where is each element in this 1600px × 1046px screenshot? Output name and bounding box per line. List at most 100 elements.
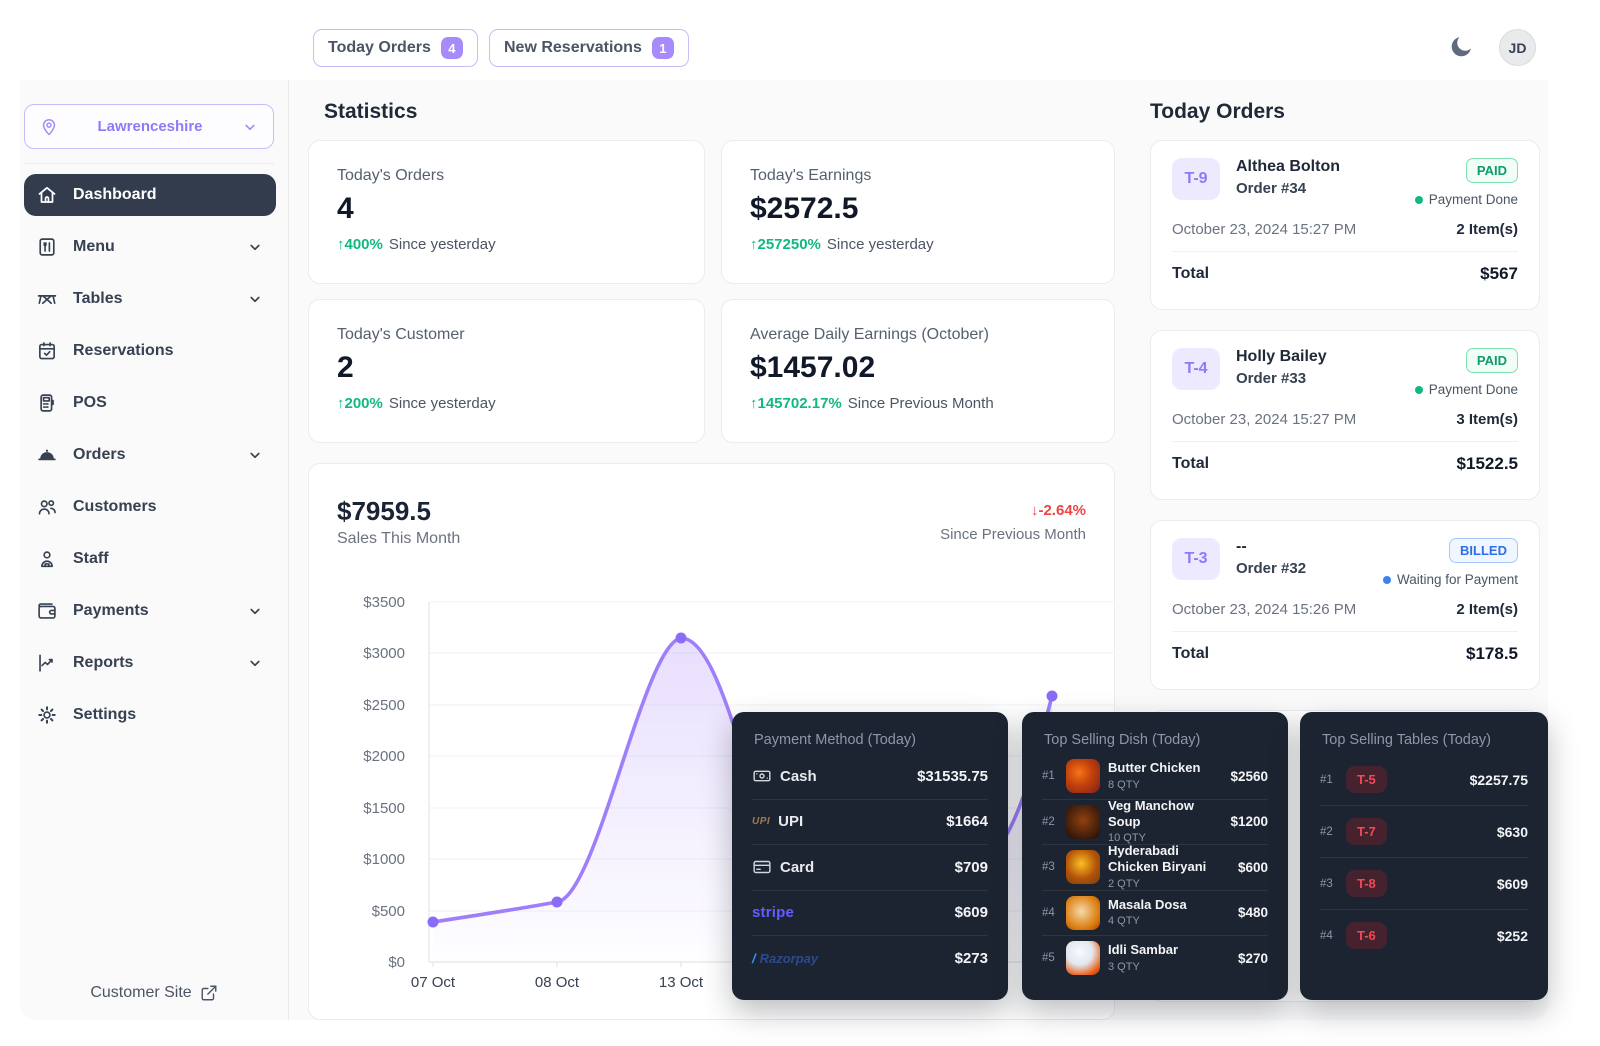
new-reservations-button[interactable]: New Reservations 1 bbox=[489, 29, 689, 67]
sidebar-item-reports[interactable]: Reports bbox=[24, 642, 276, 684]
total-value: $178.5 bbox=[1466, 644, 1518, 663]
today-orders-count-badge: 4 bbox=[440, 37, 463, 59]
payment-row: UPI UPI $1664 bbox=[752, 800, 988, 845]
dish-image bbox=[1066, 895, 1100, 930]
stat-card-average-daily-earnings: Average Daily Earnings (October) $1457.0… bbox=[721, 299, 1115, 443]
dish-qty: 10 QTY bbox=[1108, 832, 1146, 845]
sidebar-item-orders[interactable]: Orders bbox=[24, 434, 276, 476]
table-row: #3 T-8 $609 bbox=[1320, 858, 1528, 910]
sales-chart-card: $7959.5 Sales This Month ↓-2.64% Since P… bbox=[308, 463, 1115, 1020]
table-badge: T-9 bbox=[1172, 158, 1220, 200]
table-badge: T-8 bbox=[1346, 870, 1387, 897]
payment-amount: $31535.75 bbox=[917, 767, 988, 785]
stat-value: $1457.02 bbox=[750, 351, 876, 384]
y-tick: $3500 bbox=[363, 594, 405, 611]
dish-rank: #4 bbox=[1042, 906, 1055, 919]
table-row: #2 T-7 $630 bbox=[1320, 806, 1528, 858]
location-selector[interactable]: Lawrenceshire bbox=[24, 104, 274, 149]
x-tick: 08 Oct bbox=[535, 974, 580, 991]
dish-name: Idli Sambar bbox=[1108, 942, 1179, 958]
order-card-separator bbox=[1172, 441, 1518, 442]
data-point bbox=[427, 916, 439, 928]
sidebar-item-label: Reservations bbox=[73, 342, 174, 359]
data-point bbox=[551, 896, 563, 908]
stat-delta: ↑145702.17% bbox=[750, 395, 842, 412]
order-card-separator bbox=[1172, 251, 1518, 252]
table-row: #4 T-6 $252 bbox=[1320, 910, 1528, 961]
report-chart-icon bbox=[36, 652, 58, 674]
sidebar-nav: Dashboard Menu Tables bbox=[24, 174, 276, 746]
table-rank: #1 bbox=[1320, 773, 1333, 786]
table-badge: T-7 bbox=[1346, 818, 1387, 845]
payment-amount: $1664 bbox=[946, 813, 988, 831]
dish-qty: 3 QTY bbox=[1108, 960, 1140, 973]
dish-row: #4 Masala Dosa 4 QTY $480 bbox=[1042, 891, 1268, 936]
stripe-logo: stripe bbox=[752, 904, 795, 922]
sidebar-item-tables[interactable]: Tables bbox=[24, 278, 276, 320]
chevron-down-icon bbox=[246, 238, 264, 256]
payment-row: Card $709 bbox=[752, 845, 988, 891]
sidebar-item-label: Payments bbox=[73, 602, 149, 619]
dish-amount: $1200 bbox=[1230, 814, 1268, 830]
user-avatar[interactable]: JD bbox=[1499, 29, 1536, 66]
payment-amount: $709 bbox=[954, 858, 988, 876]
cash-icon bbox=[752, 766, 772, 786]
stat-card-todays-earnings: Today's Earnings $2572.5 ↑257250% Since y… bbox=[721, 140, 1115, 284]
payment-state: Payment Done bbox=[1428, 192, 1518, 207]
x-tick: 13 Oct bbox=[659, 974, 704, 991]
stat-delta-note: Since yesterday bbox=[388, 236, 496, 253]
customer-name: Holly Bailey bbox=[1236, 348, 1327, 365]
sidebar-item-dashboard[interactable]: Dashboard bbox=[24, 174, 276, 216]
dish-amount: $480 bbox=[1237, 905, 1268, 921]
dish-rank: #5 bbox=[1042, 952, 1055, 965]
order-number: Order #34 bbox=[1236, 180, 1307, 197]
payment-state-dot bbox=[1414, 385, 1423, 394]
gear-icon bbox=[36, 704, 58, 726]
total-label: Total bbox=[1172, 645, 1210, 662]
razorpay-logo: Razorpay bbox=[752, 951, 819, 966]
order-card[interactable]: T-3 -- Order #32 BILLED Waiting for Paym… bbox=[1150, 520, 1540, 690]
payment-method-label: UPI bbox=[778, 813, 804, 831]
sidebar-item-menu[interactable]: Menu bbox=[24, 226, 276, 268]
dish-image bbox=[1066, 804, 1100, 839]
dark-mode-toggle[interactable] bbox=[1447, 33, 1475, 61]
top-selling-tables-panel: Top Selling Tables (Today) #1 T-5 $2257.… bbox=[1300, 712, 1548, 1000]
order-card[interactable]: T-9 Althea Bolton Order #34 PAID Payment… bbox=[1150, 140, 1540, 310]
sidebar-item-staff[interactable]: Staff bbox=[24, 538, 276, 580]
order-items: 3 Item(s) bbox=[1456, 411, 1518, 428]
sidebar-item-reservations[interactable]: Reservations bbox=[24, 330, 276, 372]
table-badge: T-4 bbox=[1172, 348, 1220, 390]
stat-delta-note: Since yesterday bbox=[826, 236, 934, 253]
total-label: Total bbox=[1172, 455, 1210, 472]
dish-row: #2 Veg Manchow Soup 10 QTY $1200 bbox=[1042, 798, 1268, 845]
customer-site-link[interactable]: Customer Site bbox=[20, 984, 288, 1002]
users-icon bbox=[36, 496, 58, 518]
payment-method-label: Card bbox=[780, 858, 815, 876]
table-badge: T-5 bbox=[1346, 766, 1387, 793]
chevron-down-icon bbox=[246, 654, 264, 672]
sales-subtitle: Sales This Month bbox=[337, 530, 461, 547]
stat-value: $2572.5 bbox=[750, 192, 859, 225]
total-label: Total bbox=[1172, 265, 1210, 282]
sidebar-item-payments[interactable]: Payments bbox=[24, 590, 276, 632]
table-rank: #2 bbox=[1320, 825, 1333, 838]
moon-icon bbox=[1447, 33, 1475, 61]
top-selling-dish-heading: Top Selling Dish (Today) bbox=[1044, 732, 1201, 748]
stat-card-todays-customer: Today's Customer 2 ↑200% Since yesterday bbox=[308, 299, 705, 443]
y-tick: $500 bbox=[372, 903, 405, 920]
sidebar-item-pos[interactable]: POS bbox=[24, 382, 276, 424]
cloche-icon bbox=[36, 444, 58, 466]
order-datetime: October 23, 2024 15:26 PM bbox=[1172, 601, 1357, 618]
payment-method-label: Cash bbox=[780, 767, 817, 785]
today-orders-button[interactable]: Today Orders 4 bbox=[313, 29, 478, 67]
customer-name: Althea Bolton bbox=[1236, 158, 1340, 175]
y-tick: $2000 bbox=[363, 748, 405, 765]
credit-card-icon bbox=[752, 857, 772, 877]
sidebar-item-settings[interactable]: Settings bbox=[24, 694, 276, 736]
sidebar-item-customers[interactable]: Customers bbox=[24, 486, 276, 528]
order-number: Order #33 bbox=[1236, 370, 1307, 387]
sidebar-item-label: Settings bbox=[73, 706, 137, 723]
data-point bbox=[1046, 690, 1058, 702]
order-card[interactable]: T-4 Holly Bailey Order #33 PAID Payment … bbox=[1150, 330, 1540, 500]
